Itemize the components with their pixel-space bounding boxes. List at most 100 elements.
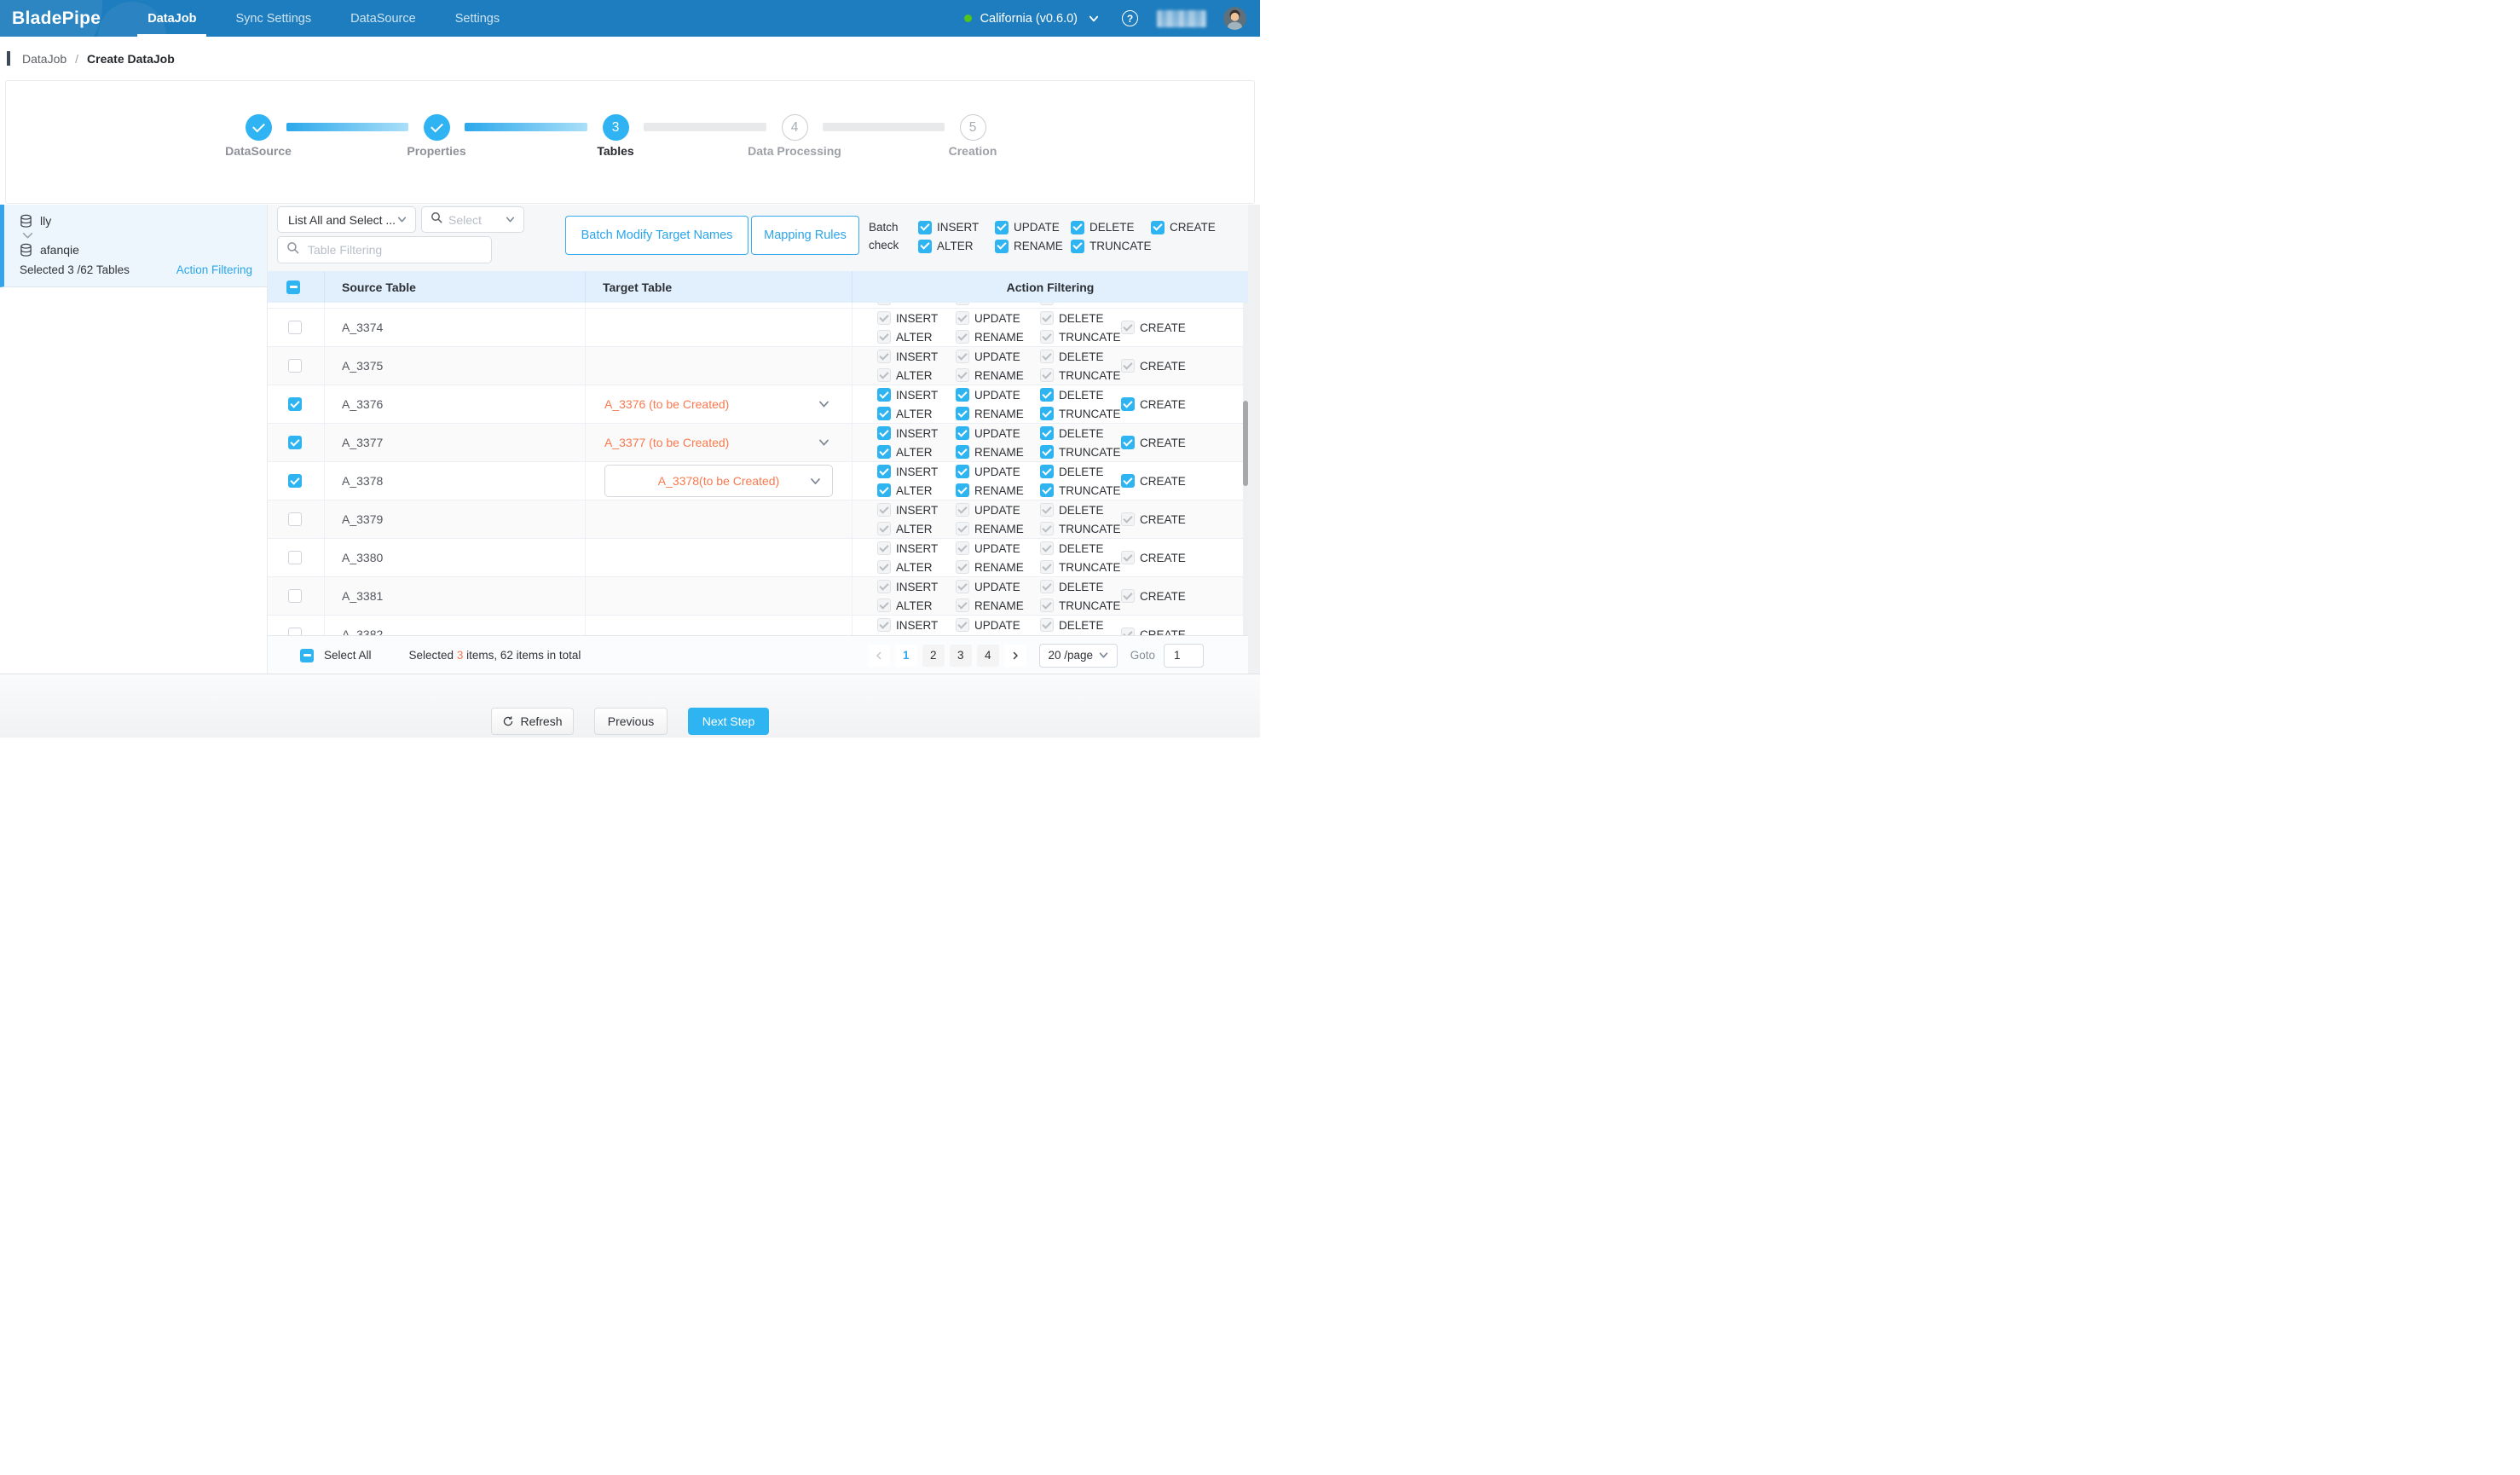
target-table-cell: A_3377 (to be Created)	[585, 424, 852, 461]
action-label: CREATE	[1140, 513, 1186, 526]
action-label: ALTER	[896, 523, 933, 535]
pagination-prev-button[interactable]	[868, 645, 890, 667]
datasource-pair-card[interactable]: lly afanqie Selected 3 /62 Tables Action…	[0, 205, 267, 287]
checkbox	[956, 599, 969, 612]
action-label: UPDATE	[974, 427, 1020, 440]
filter-select[interactable]: Select	[421, 206, 524, 233]
checkbox[interactable]	[1040, 407, 1054, 420]
checkbox[interactable]	[288, 551, 302, 564]
checkbox-rename[interactable]	[995, 240, 1009, 253]
checkbox[interactable]	[288, 359, 302, 373]
select-all-checkbox[interactable]	[300, 649, 314, 662]
checkbox[interactable]	[956, 426, 969, 440]
action-label: INSERT	[896, 427, 938, 440]
right-gutter	[1248, 205, 1260, 674]
action-label: ALTER	[937, 240, 974, 252]
nav-item-sync-settings[interactable]: Sync Settings	[216, 0, 331, 37]
checkbox[interactable]	[1121, 397, 1135, 411]
checkbox[interactable]	[956, 407, 969, 420]
checkbox[interactable]	[1121, 474, 1135, 488]
checkbox	[956, 503, 969, 517]
checkbox[interactable]	[1040, 465, 1054, 478]
checkbox[interactable]	[1040, 426, 1054, 440]
checkbox[interactable]	[288, 321, 302, 334]
select-all-header-checkbox[interactable]	[286, 281, 300, 294]
checkbox-truncate[interactable]	[1071, 240, 1084, 253]
action-label: DELETE	[1059, 466, 1104, 478]
action-label: INSERT	[937, 221, 979, 234]
navbar: BladePipe DataJob Sync Settings DataSour…	[0, 0, 1260, 37]
checkbox[interactable]	[877, 445, 891, 459]
checkbox[interactable]	[288, 436, 302, 449]
checkbox[interactable]	[1040, 483, 1054, 497]
target-table-select[interactable]: A_3378(to be Created)	[604, 465, 833, 497]
chevron-down-icon[interactable]	[1089, 14, 1099, 24]
checkbox[interactable]	[877, 407, 891, 420]
table-filter-input[interactable]	[306, 242, 471, 257]
checkbox[interactable]	[1040, 445, 1054, 459]
help-icon[interactable]: ?	[1122, 10, 1138, 26]
nav-item-settings[interactable]: Settings	[436, 0, 519, 37]
step-bar-done	[286, 123, 408, 131]
source-table-name: A_3381	[342, 589, 383, 603]
checkbox[interactable]	[288, 589, 302, 603]
main-panel: List All and Select ... Select Batch Mod…	[268, 205, 1248, 674]
pagination-page-2[interactable]: 2	[922, 645, 945, 667]
list-mode-select[interactable]: List All and Select ...	[277, 206, 416, 233]
action-label: CREATE	[1140, 398, 1186, 411]
checkbox[interactable]	[877, 388, 891, 402]
checkbox[interactable]	[288, 512, 302, 526]
goto-page-input[interactable]	[1164, 644, 1204, 668]
pagination-page-4[interactable]: 4	[977, 645, 999, 667]
checkbox[interactable]	[956, 483, 969, 497]
chevron-down-icon[interactable]	[818, 399, 829, 410]
chevron-down-icon[interactable]	[818, 437, 829, 448]
action-label: RENAME	[974, 303, 1024, 305]
checkbox	[956, 580, 969, 593]
action-label: DELETE	[1059, 350, 1104, 363]
action-filtering-link[interactable]: Action Filtering	[176, 263, 252, 276]
avatar[interactable]	[1223, 7, 1246, 30]
nav-item-datajob[interactable]: DataJob	[128, 0, 216, 37]
per-page-select[interactable]: 20 /page	[1039, 644, 1118, 668]
checkbox[interactable]	[877, 426, 891, 440]
refresh-button[interactable]: Refresh	[491, 708, 574, 735]
checkbox[interactable]	[1121, 436, 1135, 449]
environment-selector[interactable]: California (v0.6.0)	[980, 12, 1078, 26]
checkbox[interactable]	[288, 628, 302, 635]
navbar-right: California (v0.6.0) ?	[964, 7, 1246, 30]
mapping-rules-button[interactable]: Mapping Rules	[751, 216, 859, 255]
target-db-name: afanqie	[40, 243, 79, 257]
checkbox	[1040, 599, 1054, 612]
pagination-page-1[interactable]: 1	[895, 645, 917, 667]
checkbox[interactable]	[956, 388, 969, 402]
previous-button[interactable]: Previous	[594, 708, 668, 735]
pagination-next-button[interactable]	[1004, 645, 1026, 667]
target-table-cell	[585, 616, 852, 635]
breadcrumb-root[interactable]: DataJob	[22, 52, 66, 66]
checkbox	[877, 311, 891, 325]
next-step-button[interactable]: Next Step	[688, 708, 769, 735]
checkbox	[877, 350, 891, 363]
stepper: 3 4 5 DataSource Properties Tables Data …	[5, 80, 1255, 204]
checkbox[interactable]	[956, 465, 969, 478]
checkbox-delete[interactable]	[1071, 221, 1084, 234]
checkbox[interactable]	[1040, 388, 1054, 402]
checkbox-create[interactable]	[1151, 221, 1165, 234]
checkbox[interactable]	[877, 483, 891, 497]
checkbox[interactable]	[956, 445, 969, 459]
checkbox-update[interactable]	[995, 221, 1009, 234]
nav-item-datasource[interactable]: DataSource	[331, 0, 436, 37]
target-table-cell	[585, 500, 852, 538]
batch-modify-target-names-button[interactable]: Batch Modify Target Names	[565, 216, 748, 255]
chevron-down-icon	[810, 476, 821, 487]
action-label: UPDATE	[974, 389, 1020, 402]
checkbox[interactable]	[288, 474, 302, 488]
brand-logo[interactable]: BladePipe	[12, 9, 101, 29]
action-filtering-cell: INSERTALTERUPDATERENAMEDELETETRUNCATECRE…	[852, 539, 1248, 576]
pagination-page-3[interactable]: 3	[950, 645, 972, 667]
checkbox[interactable]	[288, 397, 302, 411]
checkbox-alter[interactable]	[918, 240, 932, 253]
checkbox-insert[interactable]	[918, 221, 932, 234]
checkbox[interactable]	[877, 465, 891, 478]
